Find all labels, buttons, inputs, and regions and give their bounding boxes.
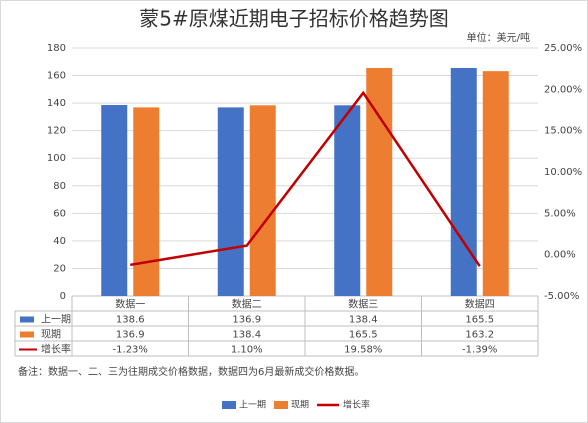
bar xyxy=(249,105,276,296)
table-value: -1.39% xyxy=(462,345,497,356)
x-tick-label: 数据四 xyxy=(465,298,495,311)
x-tick-label: 数据一 xyxy=(115,298,145,311)
table-value: 165.5 xyxy=(349,330,378,341)
legend-key xyxy=(222,401,236,409)
table-value: 19.58% xyxy=(344,345,382,356)
chart-title: 蒙5#原煤近期电子招标价格趋势图 xyxy=(139,7,448,31)
unit-label: 单位：美元/吨 xyxy=(467,31,530,44)
table-series-name: 上一期 xyxy=(41,314,71,326)
x-tick-label: 数据二 xyxy=(232,298,262,311)
bar xyxy=(133,107,160,296)
bar xyxy=(450,67,477,296)
line xyxy=(130,90,481,267)
table-key xyxy=(20,331,34,338)
y2-tick-label: -5.00% xyxy=(544,291,579,302)
y-tick-label: 0 xyxy=(60,291,66,302)
y2-tick-label: 20.00% xyxy=(544,84,582,95)
table-value: 138.4 xyxy=(232,330,261,341)
y-tick-label: 40 xyxy=(53,236,66,247)
y-tick-label: 100 xyxy=(47,153,66,164)
table-value: 138.4 xyxy=(349,315,378,326)
y-tick-label: 20 xyxy=(53,263,66,274)
y2-tick-label: 0.00% xyxy=(544,250,576,261)
y-tick-label: 120 xyxy=(47,126,66,137)
y2-tick-label: 15.00% xyxy=(544,126,582,137)
table-value: 165.5 xyxy=(465,315,494,326)
y-tick-label: 180 xyxy=(47,43,66,54)
bar xyxy=(217,107,244,296)
y2-tick-label: 5.00% xyxy=(544,208,576,219)
legend-label: 上一期 xyxy=(239,400,266,411)
table-key xyxy=(20,316,34,323)
legend-label: 现期 xyxy=(291,400,309,411)
table-value: 136.9 xyxy=(232,315,261,326)
table-value: 138.6 xyxy=(116,315,145,326)
bar xyxy=(334,105,361,296)
y-tick-label: 60 xyxy=(53,208,66,219)
note: 备注：数据一、二、三为往期成交价格数据，数据四为6月最新成交价格数据。 xyxy=(18,365,364,378)
x-tick-label: 数据三 xyxy=(348,298,378,311)
legend-key xyxy=(274,401,289,409)
table-value: -1.23% xyxy=(113,345,148,356)
bar xyxy=(482,71,509,296)
y2-tick-label: 25.00% xyxy=(544,43,582,54)
table-value: 1.10% xyxy=(231,345,263,356)
table-series-name: 现期 xyxy=(41,329,61,341)
y-tick-label: 80 xyxy=(53,181,66,192)
legend-label: 增长率 xyxy=(343,399,370,411)
y-tick-label: 160 xyxy=(47,71,66,82)
y2-tick-label: 10.00% xyxy=(544,167,582,178)
bar xyxy=(366,67,393,296)
table-series-name: 增长率 xyxy=(41,343,71,356)
table-value: 136.9 xyxy=(116,330,145,341)
y-tick-label: 140 xyxy=(47,98,66,109)
table-value: 163.2 xyxy=(465,330,494,341)
bar xyxy=(101,105,128,296)
